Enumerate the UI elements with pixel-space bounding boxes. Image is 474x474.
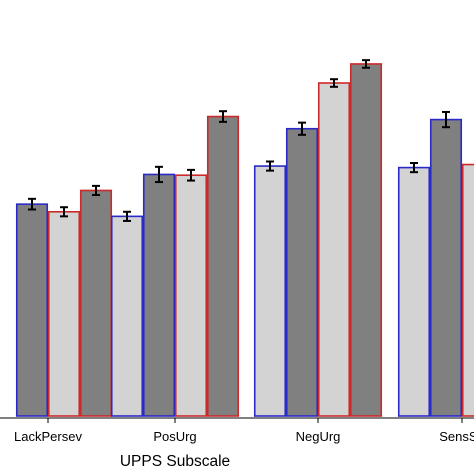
bar-negurg-3 (317, 82, 351, 417)
bar-posurg-1 (110, 215, 144, 417)
error-bar-negurg-1 (266, 160, 274, 172)
error-bar-posurg-1 (123, 210, 131, 222)
error-bar-layer (28, 59, 450, 222)
error-bar-lackpersev-4 (92, 184, 100, 197)
error-bar-lackpersev-3 (60, 206, 68, 218)
x-ticks (47, 418, 463, 423)
error-bar-posurg-3 (187, 168, 195, 182)
error-bar-sensse-2 (442, 110, 450, 129)
x-axis-title: UPPS Subscale (120, 453, 230, 470)
error-bar-negurg-2 (298, 121, 306, 136)
error-bar-posurg-4 (219, 110, 227, 123)
bar-negurg-2 (285, 127, 319, 417)
error-bar-lackpersev-2 (28, 197, 36, 211)
bar-lackpersev-3 (47, 210, 81, 417)
error-bar-negurg-4 (362, 59, 370, 69)
bar-sensse-2 (429, 118, 463, 417)
bar-lackpersev-2 (15, 203, 49, 417)
bar-negurg-4 (349, 63, 383, 417)
x-tick-label-posurg: PosUrg (153, 429, 196, 444)
error-bar-posurg-2 (155, 165, 163, 184)
bar-sensse-1 (397, 166, 431, 417)
bar-layer (15, 63, 474, 417)
bar-posurg-3 (174, 174, 208, 417)
bar-posurg-4 (206, 115, 240, 417)
x-tick-labels: LackPersev PosUrg NegUrg SensSe (14, 429, 474, 444)
bar-negurg-1 (253, 165, 287, 417)
bar-sensse-3 (461, 163, 474, 417)
error-bar-sensse-1 (410, 162, 418, 174)
bar-posurg-2 (142, 173, 176, 417)
x-tick-label-sensse: SensSe (439, 429, 474, 444)
x-tick-label-lackpersev: LackPersev (14, 429, 82, 444)
error-bar-negurg-3 (330, 78, 338, 88)
x-tick-label-negurg: NegUrg (296, 429, 341, 444)
bar-lackpersev-4 (79, 189, 113, 417)
